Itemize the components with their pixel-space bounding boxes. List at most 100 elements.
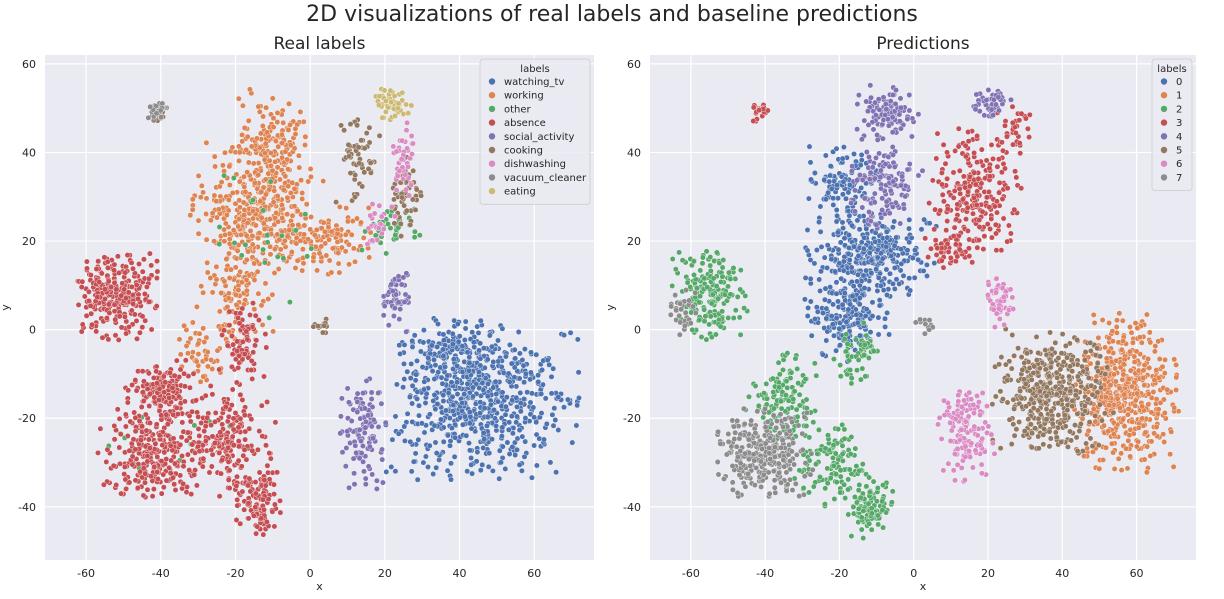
point-watching_tv — [499, 325, 506, 332]
point-1 — [1141, 456, 1148, 463]
chart-title: Predictions — [876, 34, 969, 54]
point-1 — [1125, 376, 1132, 383]
point-working — [302, 142, 308, 148]
point-0 — [833, 218, 840, 225]
point-working — [272, 158, 278, 165]
point-working — [345, 241, 352, 248]
point-absence — [217, 429, 224, 436]
point-2 — [778, 398, 784, 405]
point-1 — [1173, 374, 1180, 381]
point-watching_tv — [425, 464, 431, 470]
point-absence — [230, 415, 237, 422]
point-watching_tv — [401, 341, 408, 348]
point-absence — [166, 394, 172, 401]
point-watching_tv — [506, 341, 513, 348]
point-1 — [1101, 422, 1107, 429]
point-absence — [271, 523, 278, 530]
point-1 — [1134, 443, 1140, 450]
point-watching_tv — [513, 419, 520, 426]
point-working — [204, 269, 211, 276]
point-working — [288, 249, 295, 255]
point-working — [244, 133, 251, 140]
point-working — [308, 173, 314, 180]
point-social_activity — [368, 389, 375, 396]
point-0 — [856, 295, 863, 301]
y-tick-label: -20 — [18, 412, 36, 425]
point-working — [251, 179, 258, 186]
point-absence — [199, 463, 206, 470]
point-working — [320, 219, 327, 226]
point-0 — [891, 242, 898, 249]
point-2 — [860, 535, 867, 541]
point-watching_tv — [440, 353, 447, 360]
point-watching_tv — [432, 362, 439, 368]
point-2 — [846, 466, 853, 473]
point-absence — [123, 485, 130, 492]
point-watching_tv — [541, 436, 547, 443]
point-absence — [159, 442, 166, 448]
point-absence — [236, 352, 243, 359]
point-working — [287, 142, 294, 149]
point-watching_tv — [499, 424, 506, 431]
point-watching_tv — [455, 338, 462, 345]
point-working — [286, 100, 292, 107]
point-2 — [865, 500, 872, 507]
point-0 — [912, 247, 918, 254]
point-absence — [230, 426, 237, 433]
point-working — [225, 290, 232, 297]
point-2 — [790, 396, 797, 403]
point-absence — [95, 258, 102, 265]
point-watching_tv — [464, 468, 471, 475]
point-0 — [884, 309, 890, 316]
point-watching_tv — [524, 389, 531, 396]
point-absence — [153, 421, 160, 428]
point-1 — [1147, 339, 1154, 346]
point-working — [249, 232, 256, 239]
point-working — [189, 349, 196, 356]
point-watching_tv — [506, 451, 513, 457]
point-social_activity — [388, 281, 395, 288]
point-2 — [806, 434, 813, 441]
point-2 — [727, 291, 734, 298]
point-working — [261, 226, 268, 232]
point-absence — [177, 366, 184, 373]
point-0 — [819, 351, 826, 358]
point-working — [267, 243, 273, 250]
point-1 — [1141, 362, 1148, 368]
x-tick-label: -40 — [152, 567, 170, 580]
point-absence — [219, 457, 226, 463]
point-working — [271, 187, 278, 194]
point-social_activity — [353, 449, 360, 456]
point-watching_tv — [477, 410, 483, 417]
point-cooking — [358, 137, 365, 144]
point-cooking — [366, 139, 373, 146]
point-social_activity — [402, 291, 409, 298]
point-2 — [679, 257, 686, 264]
point-working — [254, 268, 261, 275]
point-absence — [99, 334, 106, 341]
point-0 — [828, 313, 835, 319]
point-watching_tv — [504, 439, 511, 446]
point-social_activity — [368, 423, 375, 430]
point-watching_tv — [431, 356, 437, 363]
point-working — [245, 248, 251, 255]
point-watching_tv — [527, 399, 534, 406]
point-absence — [229, 433, 236, 440]
y-tick-label: -20 — [623, 412, 641, 425]
point-2 — [852, 445, 859, 452]
point-watching_tv — [440, 398, 447, 404]
point-0 — [863, 225, 870, 232]
point-absence — [179, 453, 185, 459]
point-2 — [737, 286, 744, 293]
point-working — [299, 190, 306, 196]
point-watching_tv — [543, 420, 550, 427]
point-cooking — [355, 144, 362, 151]
point-0 — [853, 311, 860, 318]
point-2 — [792, 355, 799, 362]
point-cooking — [319, 329, 326, 336]
point-1 — [1153, 424, 1160, 430]
point-watching_tv — [512, 452, 519, 458]
point-watching_tv — [575, 369, 582, 376]
point-watching_tv — [502, 353, 509, 360]
point-cooking — [352, 194, 358, 201]
